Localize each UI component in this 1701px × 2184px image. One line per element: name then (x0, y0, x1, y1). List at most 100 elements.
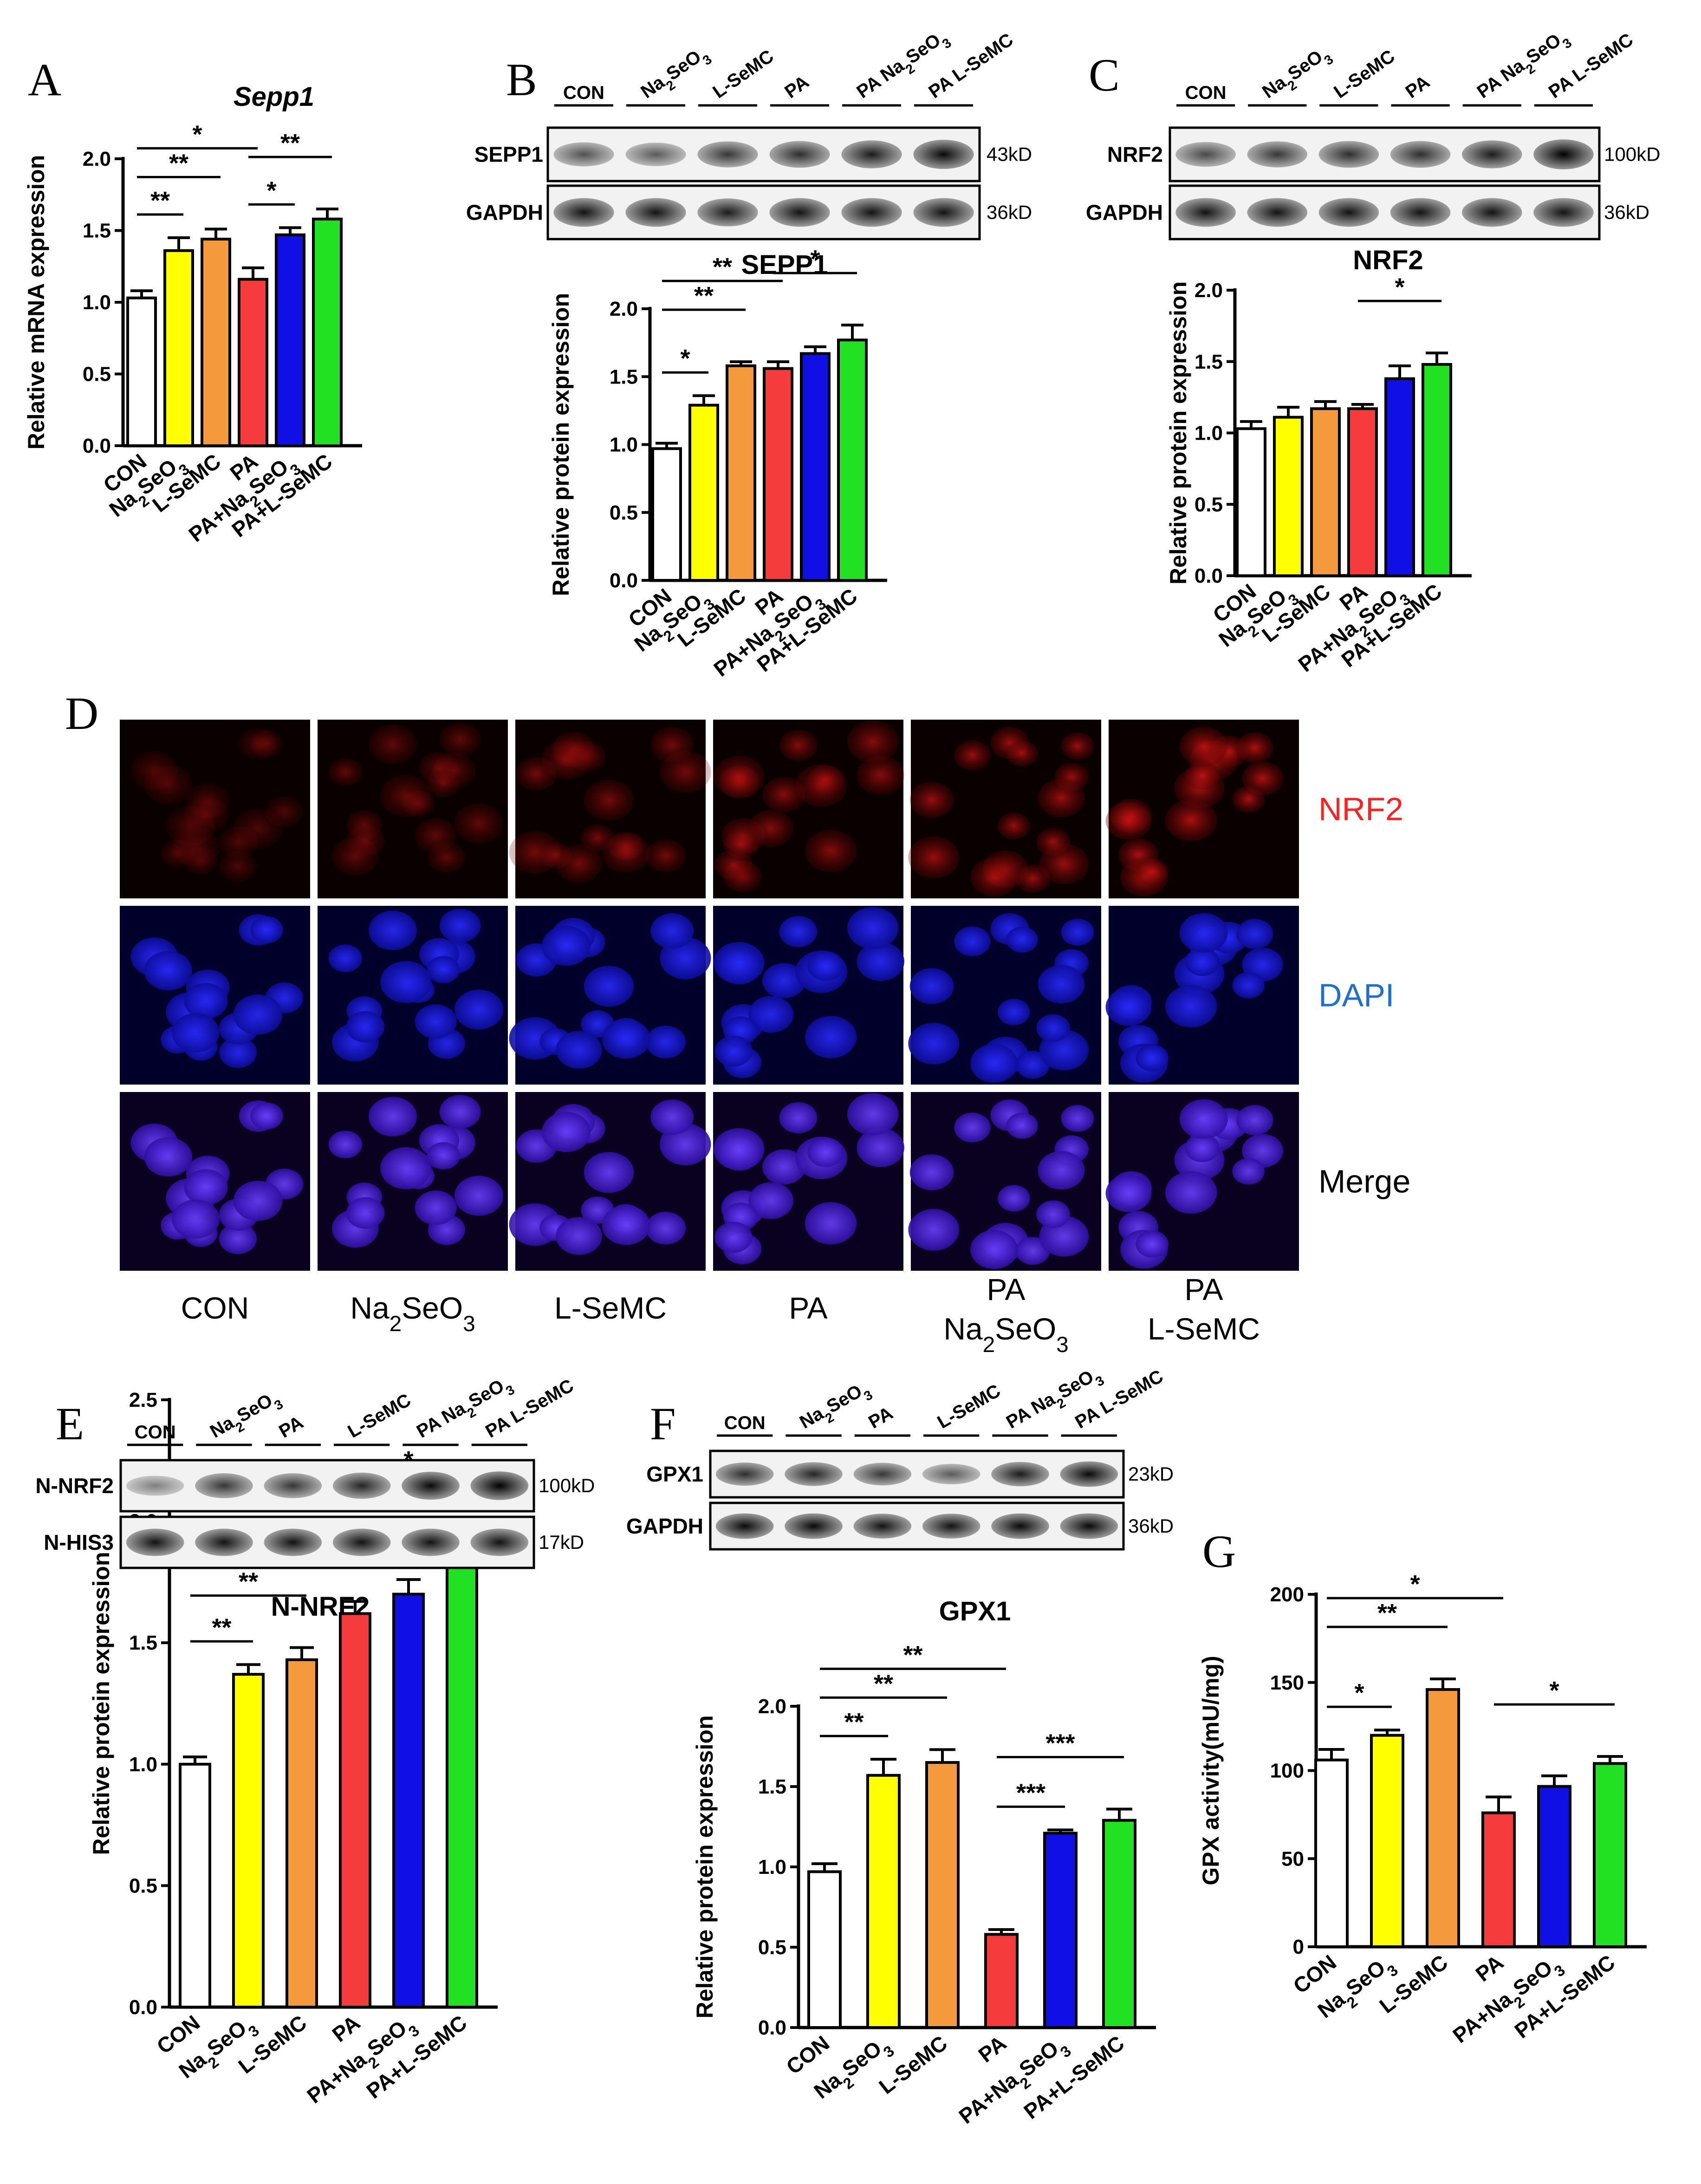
micro-cell (805, 1016, 857, 1059)
bar-con (1236, 427, 1266, 578)
bar-con (651, 447, 682, 582)
micro-cell (233, 808, 283, 849)
significance-label: ** (1377, 1599, 1397, 1627)
micro-cell (713, 942, 765, 984)
micro-cell (233, 994, 283, 1035)
micro-cell (748, 1182, 793, 1219)
blot-protein-label: GAPDH (626, 1514, 703, 1538)
micro-tile-nrf2 (318, 720, 508, 898)
micro-cell (369, 1097, 417, 1137)
bar-pa (339, 1612, 371, 2008)
y-tick-label: 1.5 (758, 1775, 786, 1798)
micro-cell (1006, 1112, 1038, 1139)
blot-band (1318, 141, 1379, 168)
micro-cell (454, 989, 503, 1030)
bar-na2seo3 (866, 1774, 901, 2029)
bar-pa-na2seo3 (1537, 1785, 1571, 1949)
blot-lane-label: L-SeMC (709, 46, 777, 102)
micro-tile-dapi (713, 906, 904, 1085)
micro-cell (1185, 1134, 1220, 1163)
micro-cell (219, 851, 257, 882)
micro-col-label: PA (1184, 1272, 1223, 1306)
micro-cell (542, 926, 591, 966)
blot-band (195, 1528, 253, 1556)
significance-label: ** (239, 1568, 258, 1596)
micro-cell (1136, 1044, 1169, 1072)
x-tick-label: L-SeMC (234, 2010, 311, 2078)
micro-cell (1036, 1014, 1070, 1042)
panel-letter-g: G (1202, 1526, 1236, 1577)
x-tick-label: PA (974, 2031, 1011, 2067)
blot-protein-label: SEPP1 (474, 143, 543, 167)
bar-pa-l-semc (446, 1539, 478, 2009)
blot-band (126, 1476, 184, 1496)
blot-band (332, 1472, 391, 1499)
micro-cell (346, 825, 385, 857)
y-tick-label: 0.0 (758, 2016, 786, 2039)
micro-cell (233, 1180, 283, 1221)
blot-lane-label: L-SeMC (934, 1380, 1004, 1433)
blot-protein-label: N-NRF2 (35, 1474, 114, 1498)
micro-cell (1236, 732, 1273, 763)
blot-kd-label: 100kD (539, 1475, 595, 1496)
blot-band (470, 1528, 529, 1556)
micro-cell (857, 755, 904, 795)
blot-band (913, 139, 974, 169)
significance-label: ** (844, 1708, 863, 1736)
micro-cell (762, 963, 805, 999)
blot-band (991, 1462, 1049, 1487)
bar-pa (763, 367, 793, 582)
y-axis-label: Relative protein expression (88, 1552, 114, 1855)
micro-col-label: PA (789, 1291, 827, 1325)
micro-cell (328, 944, 363, 972)
significance-label: ** (169, 149, 188, 177)
micro-cell (556, 845, 602, 883)
blot-lane-label: PA (865, 1403, 896, 1432)
bar-pa-na2seo3 (392, 1592, 425, 2009)
micro-cell (779, 916, 818, 948)
bar-con (179, 1762, 211, 2009)
micro-cell (1179, 727, 1228, 767)
significance-label: * (810, 245, 820, 273)
blot-strip (546, 126, 981, 182)
micro-row-label: NRF2 (1318, 791, 1403, 827)
bar-pa-l-semc (837, 338, 868, 582)
blot-band (1462, 198, 1522, 227)
blot-band (1462, 140, 1522, 169)
blot-band (785, 1462, 843, 1486)
micro-cell (1232, 972, 1265, 999)
micro-tile-dapi (509, 906, 711, 1085)
bar-con (807, 1870, 842, 2029)
micro-cell (1061, 1105, 1094, 1132)
micro-cell (1232, 786, 1265, 812)
micro-cell (144, 951, 192, 991)
y-tick-label: 2.0 (758, 1695, 786, 1718)
micro-cell (908, 1209, 960, 1251)
micro-cell (1006, 926, 1038, 953)
micro-cell (970, 1044, 1018, 1083)
y-tick-label: 0.0 (129, 1996, 157, 2019)
micro-cell (369, 910, 417, 950)
blot-strip (709, 1450, 1125, 1499)
micro-cell (171, 827, 220, 866)
bar-pa (1481, 1811, 1516, 1949)
blot-band (1533, 139, 1594, 169)
micro-tile-nrf2 (509, 720, 711, 898)
micro-cell (645, 1211, 686, 1245)
micro-cell (650, 1099, 694, 1135)
blot-kd-label: 36kD (987, 202, 1032, 223)
micro-cell (847, 907, 899, 949)
micro-tile-merge (908, 1092, 1101, 1271)
bar-pa (238, 278, 268, 447)
micro-cell (1179, 1099, 1228, 1139)
y-tick-label: 1.0 (610, 434, 638, 456)
bar-pa-l-semc (1102, 1819, 1136, 2029)
bar-l-semc (286, 1658, 318, 2008)
panel-letter-e: E (56, 1398, 84, 1450)
micro-cell (415, 1190, 457, 1225)
blot-lane-label: PA (781, 72, 812, 102)
micro-col-label: PA (987, 1272, 1025, 1306)
